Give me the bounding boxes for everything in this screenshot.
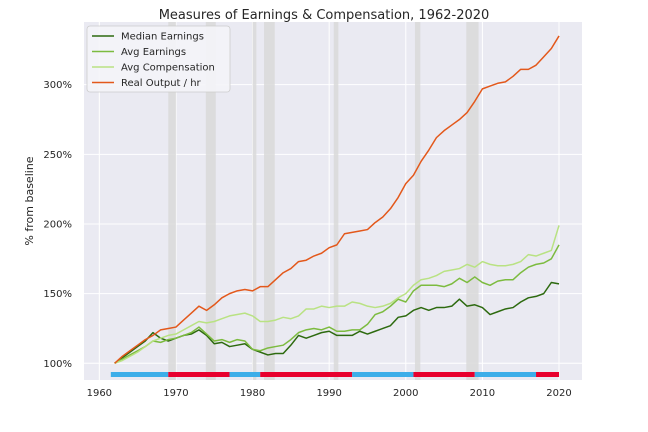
legend: Median Earnings Avg Earnings Avg Compensat…: [86, 25, 231, 93]
party-bar-R: [413, 372, 475, 377]
legend-label: Median Earnings: [121, 32, 204, 43]
chart-title: Measures of Earnings & Compensation, 196…: [159, 8, 490, 23]
party-bar-R: [260, 372, 353, 377]
party-bar-D: [474, 372, 537, 377]
y-tick-label: 100%: [43, 359, 72, 370]
legend-frame: [86, 25, 231, 93]
x-tick-label: 2010: [470, 388, 495, 399]
y-tick-label: 250%: [43, 150, 72, 161]
legend-items: Median Earnings Avg Earnings Avg Compensat…: [92, 32, 215, 89]
y-axis-title: % from baseline: [23, 156, 36, 245]
y-tick-label: 300%: [43, 80, 72, 91]
party-bar-D: [352, 372, 414, 377]
x-tick-labels: 1960 1970 1980 1990 2000 2010 2020: [87, 388, 572, 399]
legend-label: Avg Compensation: [121, 63, 215, 74]
recession-band: [168, 22, 176, 380]
recession-band: [414, 22, 421, 380]
grid-lines: [84, 22, 582, 380]
recession-band: [264, 22, 275, 380]
x-tick-label: 1970: [163, 388, 188, 399]
x-tick-label: 1960: [87, 388, 112, 399]
series-line-2: [114, 244, 560, 364]
series-line-1: [114, 281, 560, 364]
recession-band: [466, 22, 479, 380]
legend-label: Avg Earnings: [121, 47, 186, 58]
party-bar-D: [229, 372, 261, 377]
recession-band: [205, 22, 216, 380]
series-lines: [114, 35, 560, 364]
legend-label: Real Output / hr: [121, 78, 202, 89]
recession-band: [333, 22, 339, 380]
y-tick-label: 200%: [43, 219, 72, 230]
party-bar-R: [168, 372, 230, 377]
party-bar-D: [110, 372, 169, 377]
x-tick-label: 1990: [316, 388, 341, 399]
y-tick-label: 150%: [43, 289, 72, 300]
x-tick-label: 1980: [240, 388, 265, 399]
series-line-4: [114, 35, 560, 364]
x-tick-label: 2020: [546, 388, 571, 399]
party-bar-R: [536, 372, 560, 377]
recession-shading: [168, 22, 479, 380]
x-tick-label: 2000: [393, 388, 418, 399]
recession-band: [252, 22, 257, 380]
y-tick-labels: 100% 150% 200% 250% 300%: [43, 80, 72, 370]
series-line-3: [114, 225, 560, 364]
party-bars: [110, 372, 560, 377]
